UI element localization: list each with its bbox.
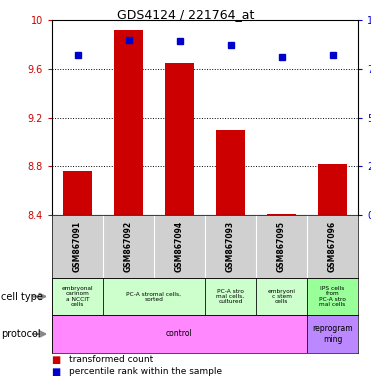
Text: cell type: cell type xyxy=(1,291,43,301)
Bar xyxy=(63,171,92,215)
Text: GSM867094: GSM867094 xyxy=(175,221,184,272)
Text: IPS cells
from
PC-A stro
mal cells: IPS cells from PC-A stro mal cells xyxy=(319,286,346,307)
Text: GDS4124 / 221764_at: GDS4124 / 221764_at xyxy=(117,8,254,21)
Bar xyxy=(52,315,307,353)
Text: GSM867091: GSM867091 xyxy=(73,221,82,272)
Text: GSM867092: GSM867092 xyxy=(124,221,133,272)
Text: embryonal
carinom
a NCCIT
cells: embryonal carinom a NCCIT cells xyxy=(62,286,93,307)
Text: ■: ■ xyxy=(52,367,65,377)
Bar xyxy=(307,315,358,353)
Bar xyxy=(165,63,194,215)
Text: GSM867095: GSM867095 xyxy=(277,221,286,272)
Bar xyxy=(103,278,205,315)
Text: GSM867093: GSM867093 xyxy=(226,221,235,272)
Text: control: control xyxy=(166,329,193,339)
Text: PC-A stro
mal cells,
cultured: PC-A stro mal cells, cultured xyxy=(216,289,244,305)
Text: reprogram
ming: reprogram ming xyxy=(312,324,353,344)
Bar xyxy=(52,278,103,315)
Bar xyxy=(307,278,358,315)
Text: percentile rank within the sample: percentile rank within the sample xyxy=(69,367,222,376)
Bar xyxy=(256,278,307,315)
Bar xyxy=(205,278,256,315)
Bar xyxy=(216,130,244,215)
Bar xyxy=(267,214,296,215)
Text: transformed count: transformed count xyxy=(69,356,153,364)
Bar xyxy=(115,30,142,215)
Text: PC-A stromal cells,
sorted: PC-A stromal cells, sorted xyxy=(127,291,181,302)
Bar xyxy=(318,164,347,215)
Text: embryoni
c stem
cells: embryoni c stem cells xyxy=(267,289,295,305)
Text: ■: ■ xyxy=(52,355,65,365)
Text: protocol: protocol xyxy=(1,329,40,339)
Text: GSM867096: GSM867096 xyxy=(328,221,337,272)
